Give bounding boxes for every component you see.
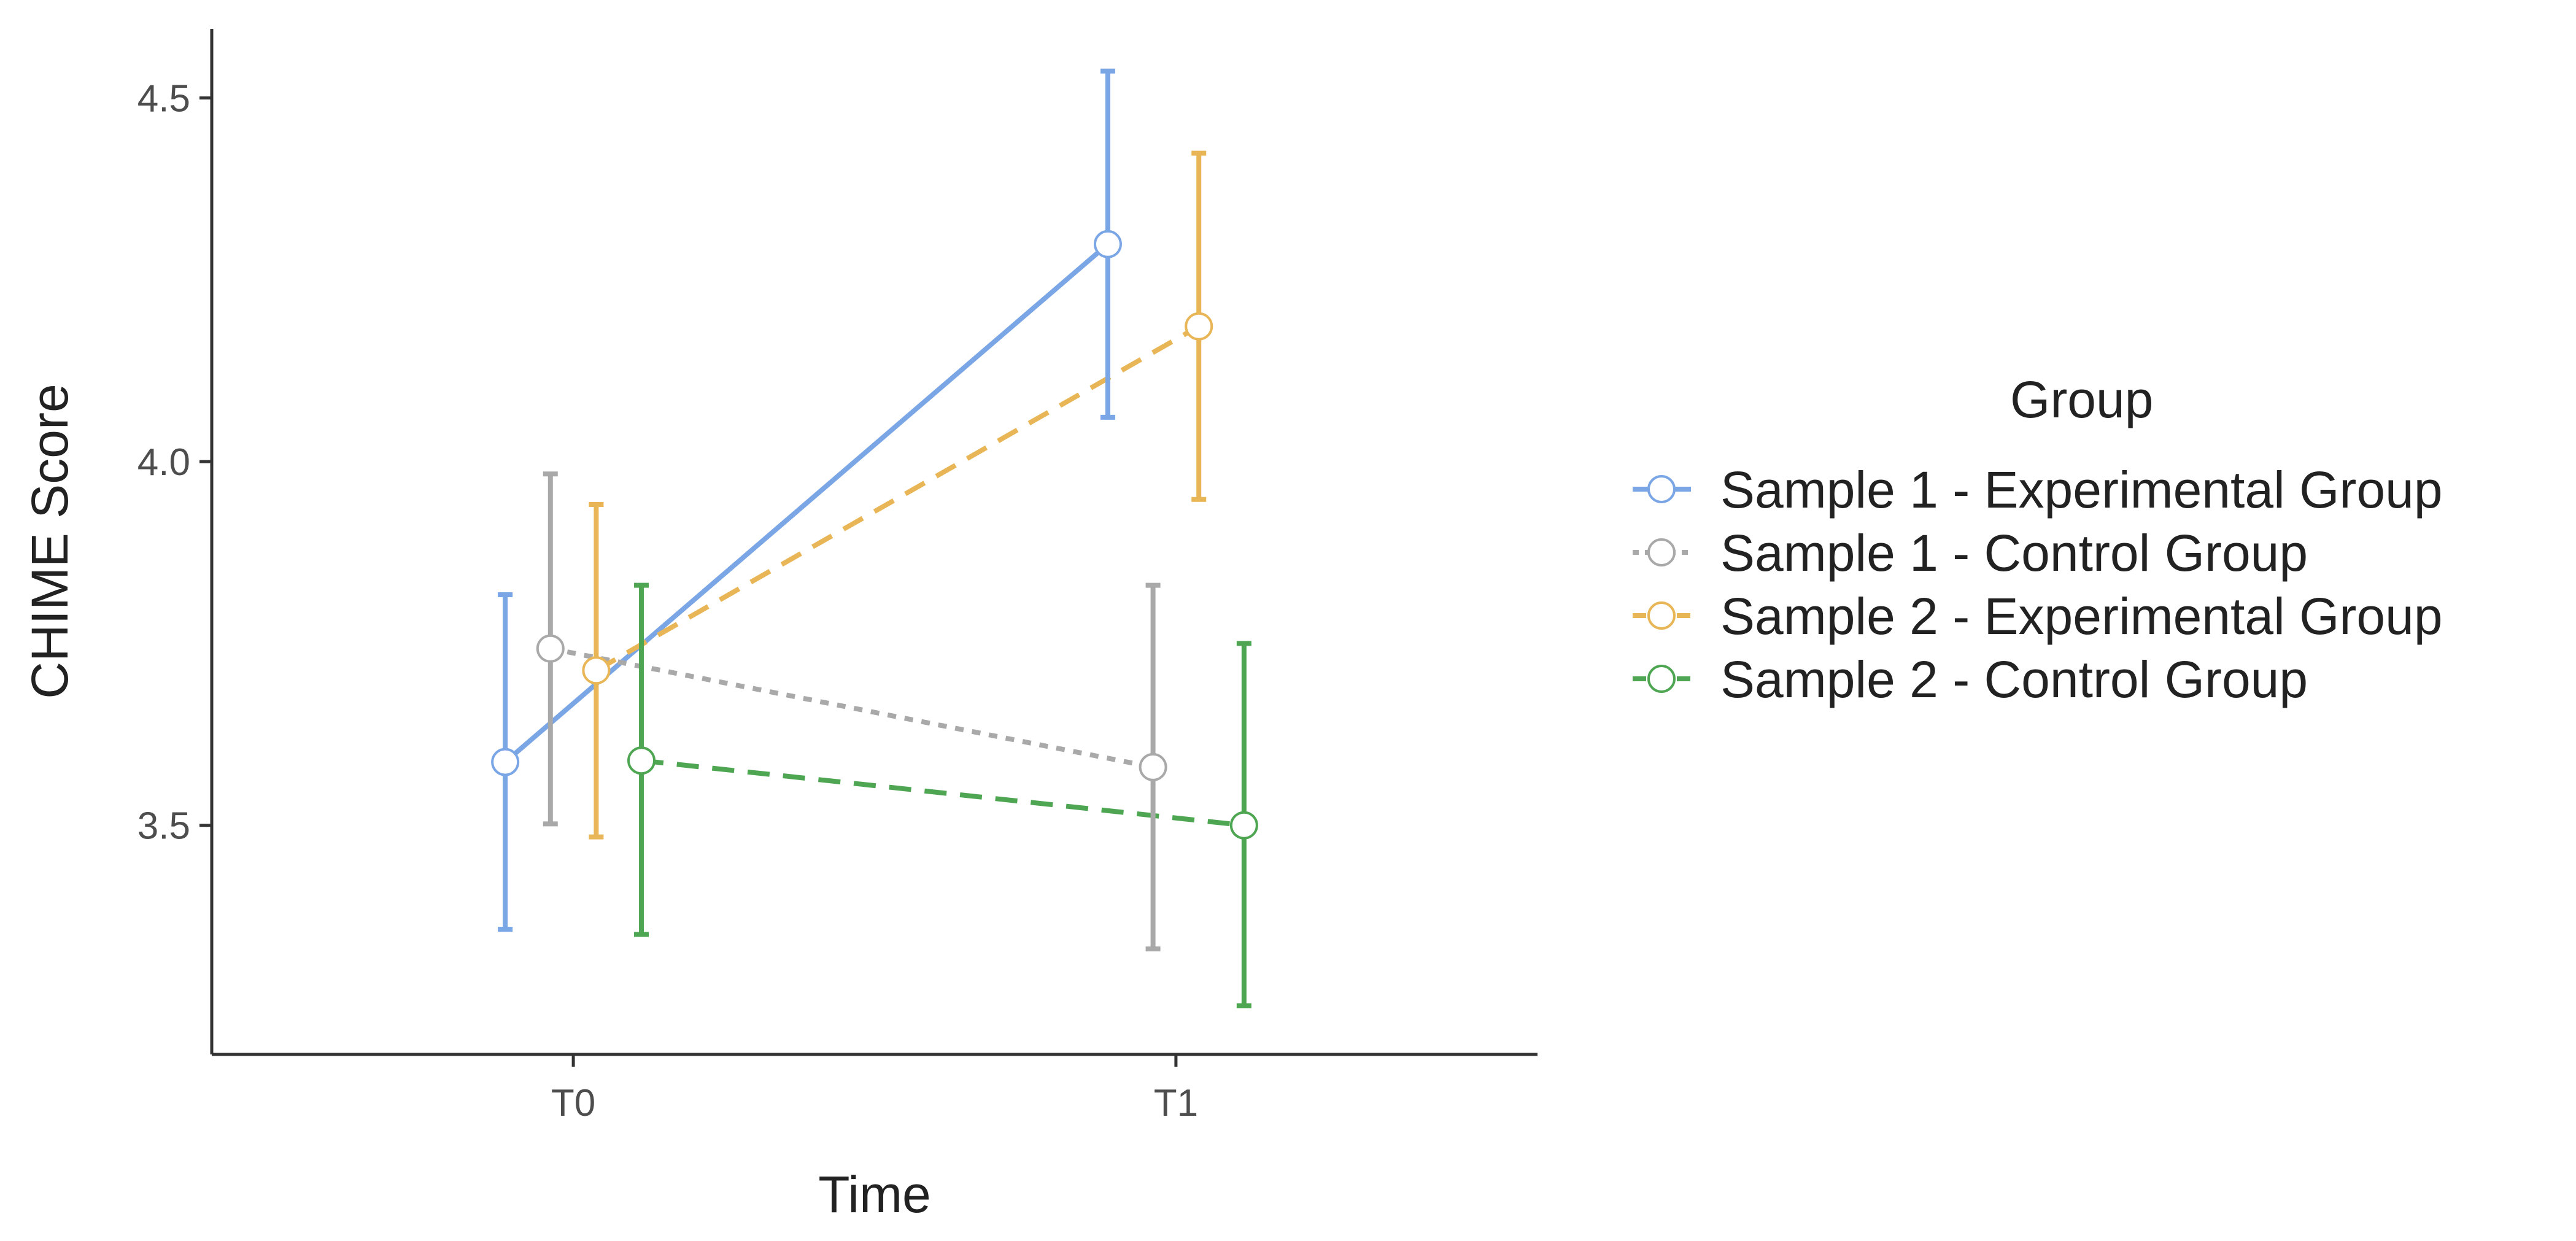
y-tick-label: 4.5 bbox=[137, 78, 190, 120]
y-axis: 3.5 4.0 4.5 bbox=[137, 78, 212, 848]
legend-key-marker bbox=[1647, 665, 1676, 693]
series-line-4 bbox=[641, 758, 1245, 828]
y-tick-label: 4.0 bbox=[137, 441, 190, 484]
legend-label: Sample 1 - Experimental Group bbox=[1720, 461, 2443, 519]
data-point bbox=[1139, 752, 1167, 781]
data-point bbox=[491, 748, 520, 776]
legend-title: Group bbox=[2010, 371, 2153, 428]
legend-item: Sample 2 - Control Group bbox=[1633, 651, 2308, 708]
data-point bbox=[582, 656, 611, 685]
x-tick-label: T0 bbox=[551, 1082, 595, 1124]
legend-item: Sample 1 - Control Group bbox=[1633, 524, 2308, 582]
legend-key-marker bbox=[1647, 475, 1676, 503]
plot-area bbox=[491, 68, 1258, 1008]
data-points bbox=[491, 230, 1258, 840]
y-tick-label: 3.5 bbox=[137, 805, 190, 848]
legend-label: Sample 2 - Control Group bbox=[1720, 651, 2308, 708]
data-point bbox=[1093, 230, 1122, 258]
legend-item: Sample 1 - Experimental Group bbox=[1633, 461, 2443, 519]
data-point bbox=[1229, 811, 1258, 840]
y-axis-title: CHIME Score bbox=[21, 384, 79, 698]
data-point bbox=[627, 746, 656, 775]
legend-label: Sample 2 - Experimental Group bbox=[1720, 587, 2443, 645]
error-bars bbox=[498, 68, 1251, 1008]
x-axis: T0 T1 bbox=[551, 1054, 1198, 1124]
legend-label: Sample 1 - Control Group bbox=[1720, 524, 2308, 582]
data-point bbox=[536, 634, 565, 663]
series-lines bbox=[503, 242, 1245, 828]
series-line-3 bbox=[595, 324, 1201, 673]
x-tick-label: T1 bbox=[1154, 1082, 1198, 1124]
legend-key-marker bbox=[1647, 538, 1676, 566]
legend-key-marker bbox=[1647, 601, 1676, 630]
legend-item: Sample 2 - Experimental Group bbox=[1633, 587, 2443, 645]
legend: Group Sample 1 - Experimental GroupSampl… bbox=[1633, 371, 2443, 708]
data-point bbox=[1185, 312, 1213, 341]
x-axis-title: Time bbox=[818, 1166, 931, 1223]
